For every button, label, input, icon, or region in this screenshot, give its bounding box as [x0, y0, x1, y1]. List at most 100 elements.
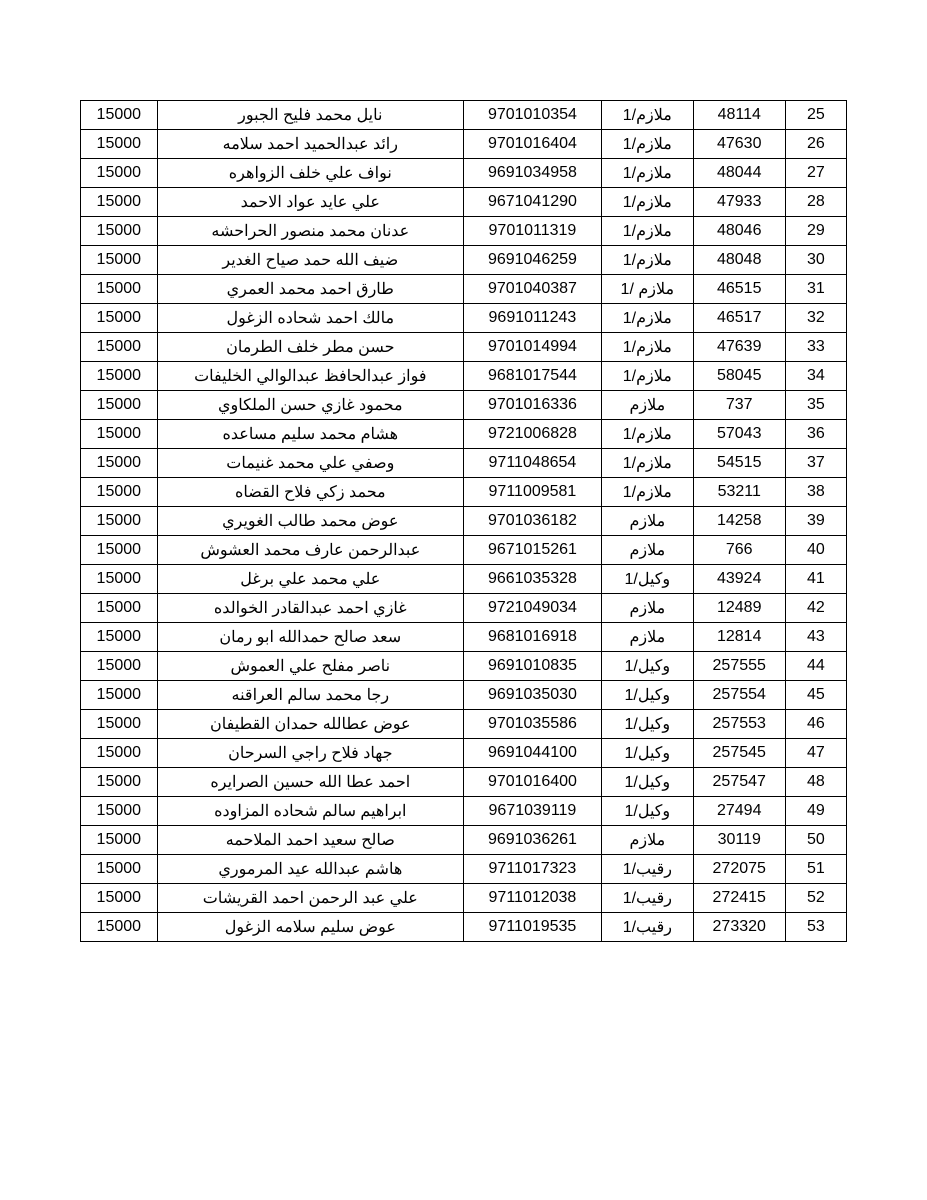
cell-id: 9691036261	[464, 826, 602, 855]
cell-rank: وكيل/1	[601, 565, 693, 594]
cell-name: ابراهيم سالم شحاده المزاوده	[157, 797, 463, 826]
cell-id: 9701016404	[464, 130, 602, 159]
cell-name: نايل محمد فليح الجبور	[157, 101, 463, 130]
cell-name: صالح سعيد احمد الملاحمه	[157, 826, 463, 855]
cell-seq: 35	[785, 391, 846, 420]
cell-amount: 15000	[81, 449, 158, 478]
cell-name: عبدالرحمن عارف محمد العشوش	[157, 536, 463, 565]
table-row: 15000حسن مطر خلف الطرمان9701014994ملازم/…	[81, 333, 847, 362]
cell-amount: 15000	[81, 130, 158, 159]
cell-num: 272415	[693, 884, 785, 913]
cell-rank: وكيل/1	[601, 681, 693, 710]
cell-rank: رقيب/1	[601, 855, 693, 884]
table-row: 15000نواف علي خلف الزواهره9691034958ملاز…	[81, 159, 847, 188]
cell-seq: 46	[785, 710, 846, 739]
table-row: 15000رائد عبدالحميد احمد سلامه9701016404…	[81, 130, 847, 159]
cell-name: هاشم عبدالله عيد المرموري	[157, 855, 463, 884]
cell-rank: ملازم	[601, 507, 693, 536]
cell-seq: 27	[785, 159, 846, 188]
cell-name: فواز عبدالحافظ عبدالوالي الخليفات	[157, 362, 463, 391]
cell-id: 9671041290	[464, 188, 602, 217]
cell-amount: 15000	[81, 826, 158, 855]
cell-seq: 30	[785, 246, 846, 275]
cell-num: 737	[693, 391, 785, 420]
cell-amount: 15000	[81, 333, 158, 362]
cell-id: 9701036182	[464, 507, 602, 536]
cell-id: 9691034958	[464, 159, 602, 188]
cell-name: محمد زكي فلاح القضاه	[157, 478, 463, 507]
table-body: 15000نايل محمد فليح الجبور9701010354ملاز…	[81, 101, 847, 942]
cell-seq: 39	[785, 507, 846, 536]
table-row: 15000سعد صالح حمدالله ابو رمان9681016918…	[81, 623, 847, 652]
cell-num: 12814	[693, 623, 785, 652]
cell-name: وصفي علي محمد غنيمات	[157, 449, 463, 478]
cell-id: 9721006828	[464, 420, 602, 449]
cell-num: 58045	[693, 362, 785, 391]
cell-id: 9701014994	[464, 333, 602, 362]
table-row: 15000فواز عبدالحافظ عبدالوالي الخليفات96…	[81, 362, 847, 391]
cell-rank: ملازم/1	[601, 449, 693, 478]
cell-name: علي محمد علي برغل	[157, 565, 463, 594]
cell-seq: 36	[785, 420, 846, 449]
cell-num: 257547	[693, 768, 785, 797]
cell-seq: 32	[785, 304, 846, 333]
table-row: 15000عوض عطالله حمدان القطيفان9701035586…	[81, 710, 847, 739]
cell-num: 47630	[693, 130, 785, 159]
cell-amount: 15000	[81, 304, 158, 333]
cell-num: 30119	[693, 826, 785, 855]
personnel-table: 15000نايل محمد فليح الجبور9701010354ملاز…	[80, 100, 847, 942]
cell-seq: 26	[785, 130, 846, 159]
cell-rank: ملازم/1	[601, 304, 693, 333]
cell-id: 9701011319	[464, 217, 602, 246]
cell-id: 9671039119	[464, 797, 602, 826]
cell-num: 48048	[693, 246, 785, 275]
cell-amount: 15000	[81, 913, 158, 942]
cell-id: 9711012038	[464, 884, 602, 913]
cell-name: عوض سليم سلامه الزغول	[157, 913, 463, 942]
cell-rank: ملازم/1	[601, 217, 693, 246]
table-row: 15000علي عبد الرحمن احمد القريشات9711012…	[81, 884, 847, 913]
cell-amount: 15000	[81, 652, 158, 681]
cell-rank: ملازم	[601, 826, 693, 855]
cell-amount: 15000	[81, 623, 158, 652]
cell-id: 9711019535	[464, 913, 602, 942]
cell-rank: وكيل/1	[601, 768, 693, 797]
cell-amount: 15000	[81, 710, 158, 739]
cell-num: 53211	[693, 478, 785, 507]
cell-id: 9681017544	[464, 362, 602, 391]
cell-amount: 15000	[81, 855, 158, 884]
cell-amount: 15000	[81, 478, 158, 507]
cell-id: 9721049034	[464, 594, 602, 623]
cell-name: عوض محمد طالب الغويري	[157, 507, 463, 536]
cell-seq: 28	[785, 188, 846, 217]
table-row: 15000هشام محمد سليم مساعده9721006828ملاز…	[81, 420, 847, 449]
table-row: 15000محمود غازي حسن الملكاوي9701016336مل…	[81, 391, 847, 420]
table-row: 15000هاشم عبدالله عيد المرموري9711017323…	[81, 855, 847, 884]
cell-name: عوض عطالله حمدان القطيفان	[157, 710, 463, 739]
cell-seq: 50	[785, 826, 846, 855]
cell-amount: 15000	[81, 768, 158, 797]
cell-rank: ملازم/1	[601, 130, 693, 159]
cell-rank: رقيب/1	[601, 913, 693, 942]
cell-amount: 15000	[81, 217, 158, 246]
cell-rank: ملازم/1	[601, 478, 693, 507]
cell-id: 9661035328	[464, 565, 602, 594]
table-row: 15000عدنان محمد منصور الحراحشه9701011319…	[81, 217, 847, 246]
cell-amount: 15000	[81, 739, 158, 768]
table-row: 15000عوض سليم سلامه الزغول9711019535رقيب…	[81, 913, 847, 942]
cell-name: غازي احمد عبدالقادر الخوالده	[157, 594, 463, 623]
cell-seq: 33	[785, 333, 846, 362]
cell-seq: 31	[785, 275, 846, 304]
cell-rank: ملازم/1	[601, 333, 693, 362]
cell-seq: 29	[785, 217, 846, 246]
cell-rank: ملازم/1	[601, 246, 693, 275]
cell-id: 9681016918	[464, 623, 602, 652]
cell-rank: ملازم	[601, 623, 693, 652]
cell-id: 9691035030	[464, 681, 602, 710]
cell-amount: 15000	[81, 188, 158, 217]
cell-name: نواف علي خلف الزواهره	[157, 159, 463, 188]
cell-seq: 47	[785, 739, 846, 768]
table-row: 15000طارق احمد محمد العمري9701040387ملاز…	[81, 275, 847, 304]
table-row: 15000عوض محمد طالب الغويري9701036182ملاز…	[81, 507, 847, 536]
cell-id: 9701035586	[464, 710, 602, 739]
